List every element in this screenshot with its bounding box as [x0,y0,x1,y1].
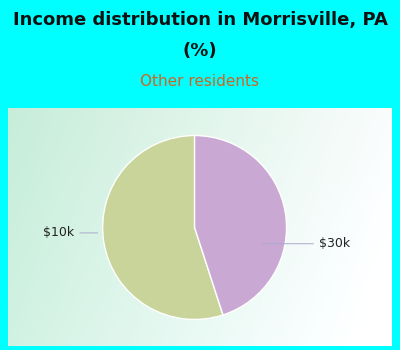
Text: $30k: $30k [262,237,350,250]
Text: Other residents: Other residents [140,74,260,89]
Text: Income distribution in Morrisville, PA: Income distribution in Morrisville, PA [12,10,388,28]
Text: (%): (%) [183,42,217,60]
Wedge shape [194,135,286,315]
Text: $10k: $10k [43,226,98,239]
Wedge shape [103,135,223,320]
